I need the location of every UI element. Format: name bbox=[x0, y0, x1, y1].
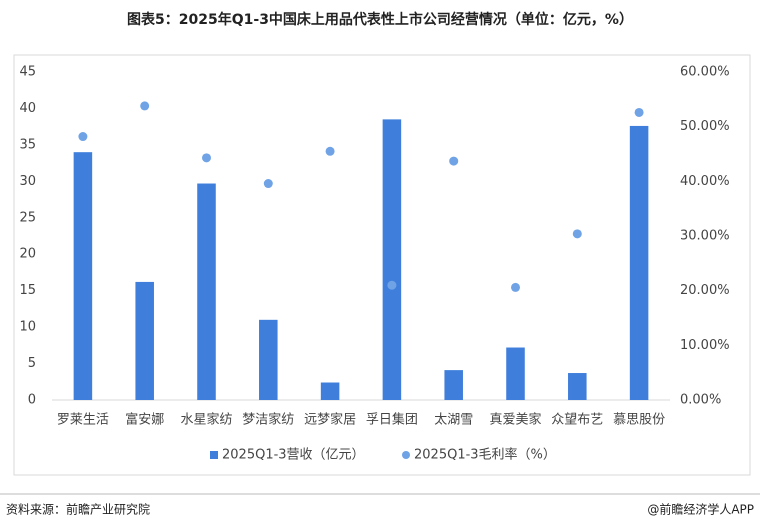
bar bbox=[73, 152, 93, 400]
x-tick-label: 慕思股份 bbox=[613, 413, 665, 428]
legend-swatch bbox=[402, 451, 410, 459]
dot bbox=[634, 107, 644, 117]
x-tick-label: 真爱美家 bbox=[489, 412, 541, 428]
plot-frame bbox=[13, 54, 751, 476]
x-tick-label: 富安娜 bbox=[125, 412, 164, 428]
bar bbox=[629, 125, 649, 400]
y-tick-label: 10 bbox=[19, 320, 36, 335]
x-tick-label: 太湖雪 bbox=[434, 413, 473, 428]
x-tick-label: 孚日集团 bbox=[366, 412, 418, 428]
dot bbox=[449, 156, 459, 166]
bar bbox=[506, 347, 525, 400]
y2-tick-label: 30.00% bbox=[680, 229, 730, 244]
bar bbox=[444, 370, 463, 400]
dot bbox=[202, 153, 211, 163]
y-tick-label: 35 bbox=[19, 137, 36, 152]
y-tick-label: 20 bbox=[19, 247, 36, 262]
dot bbox=[140, 101, 150, 111]
y2-tick-label: 60.00% bbox=[680, 65, 730, 80]
dot bbox=[78, 132, 88, 142]
y2-tick-label: 40.00% bbox=[680, 174, 730, 189]
y-tick-label: 0 bbox=[28, 393, 36, 408]
y2-tick-label: 10.00% bbox=[680, 338, 730, 353]
bar bbox=[197, 183, 216, 400]
bar bbox=[320, 382, 340, 400]
x-tick-label: 梦洁家纺 bbox=[242, 412, 294, 428]
y-tick-label: 15 bbox=[19, 283, 36, 298]
x-tick-label: 罗莱生活 bbox=[57, 413, 109, 428]
x-tick-label: 远梦家居 bbox=[304, 412, 356, 428]
bar bbox=[259, 319, 278, 400]
x-tick-label: 众望布艺 bbox=[551, 412, 603, 428]
y2-tick-label: 0.00% bbox=[680, 393, 721, 408]
y2-tick-label: 50.00% bbox=[680, 119, 730, 134]
dot bbox=[387, 280, 397, 290]
bar bbox=[382, 119, 402, 400]
credit: @前瞻经济学人APP bbox=[647, 502, 754, 517]
legend-label: 2025Q1-3营收（亿元） bbox=[222, 448, 365, 463]
dot bbox=[263, 179, 273, 189]
chart-title: 图表5：2025年Q1-3中国床上用品代表性上市公司经营情况（单位：亿元，%） bbox=[127, 11, 633, 28]
legend-label: 2025Q1-3毛利率（%） bbox=[414, 447, 556, 463]
y-tick-label: 30 bbox=[19, 174, 36, 189]
y-tick-label: 45 bbox=[19, 65, 36, 80]
y-tick-label: 40 bbox=[19, 101, 36, 116]
dot bbox=[572, 229, 582, 239]
legend-swatch bbox=[210, 451, 218, 459]
dot bbox=[511, 282, 520, 292]
y2-tick-label: 20.00% bbox=[680, 283, 730, 298]
bar bbox=[568, 373, 587, 400]
y-tick-label: 5 bbox=[28, 356, 36, 371]
x-tick-label: 水星家纺 bbox=[180, 412, 232, 428]
dot bbox=[325, 146, 335, 156]
y-tick-label: 25 bbox=[19, 210, 36, 225]
source: 资料来源：前瞻产业研究院 bbox=[6, 502, 150, 517]
bar bbox=[135, 281, 154, 400]
